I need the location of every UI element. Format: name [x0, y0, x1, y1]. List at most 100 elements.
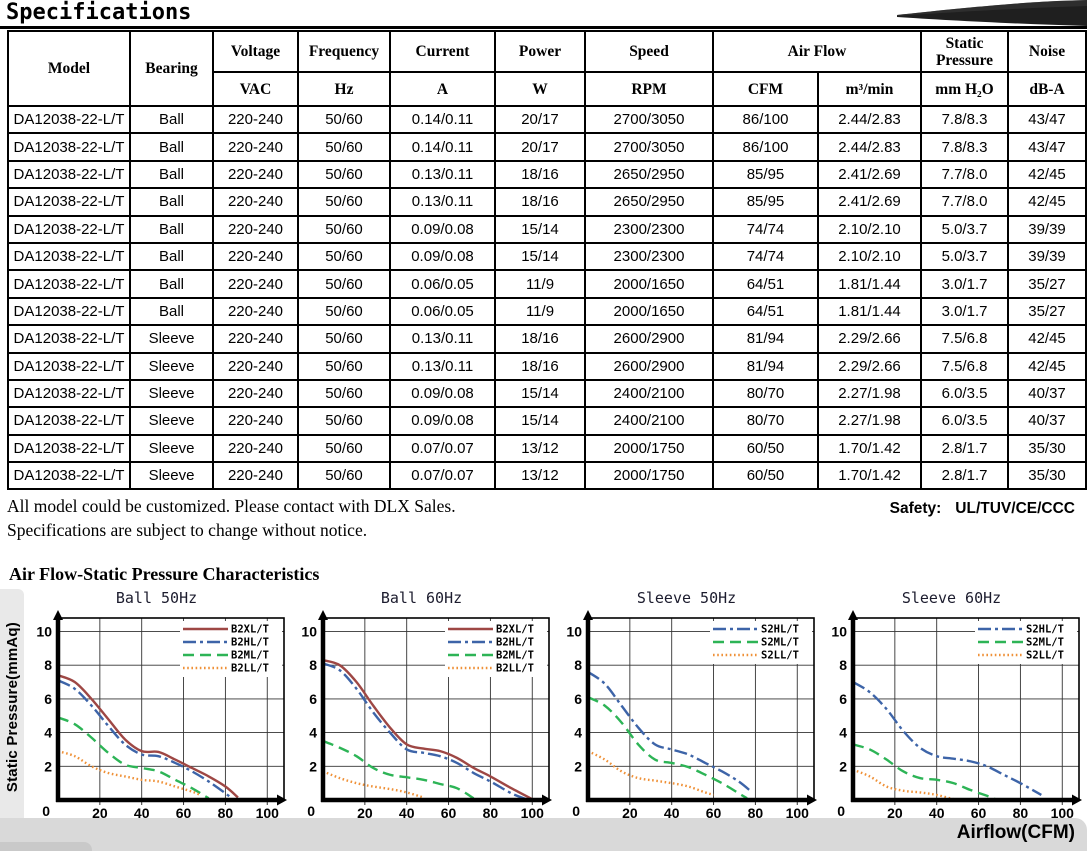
cell-frequency: 50/60	[297, 461, 391, 491]
cell-power: 13/12	[494, 433, 586, 464]
cell-bearing: Sleeve	[129, 406, 214, 436]
svg-text:100: 100	[255, 805, 279, 821]
series-b2ll-t	[322, 770, 424, 800]
column-header-power: Power	[494, 30, 586, 73]
legend-label: B2ML/T	[231, 650, 269, 662]
cell-frequency: 50/60	[297, 214, 391, 244]
cell-cfm: 81/94	[712, 324, 819, 354]
chart-sleeve-50hz: Sleeve 50Hz S2HL/T S2ML/T S2LL/T 2 4 6 8 10 0 20 40…	[554, 589, 819, 824]
charts-strip: Static Pressure(mmAq) Ball 50Hz B2XL/T B2H…	[0, 589, 1087, 825]
cell-frequency: 50/60	[297, 104, 391, 135]
chart-title: Ball 50Hz	[115, 589, 198, 608]
cell-m3min: 2.41/2.69	[816, 159, 923, 190]
svg-text:40: 40	[928, 805, 944, 821]
cell-model: DA12038-22-L/T	[7, 296, 131, 327]
cell-voltage: 220-240	[212, 433, 299, 464]
series-s2ll-t	[852, 769, 954, 801]
cell-voltage: 220-240	[212, 187, 299, 217]
cell-cfm: 86/100	[712, 132, 819, 162]
column-header-bearing: Bearing	[129, 30, 214, 107]
svg-text:80: 80	[217, 805, 233, 821]
svg-text:4: 4	[309, 725, 317, 741]
cell-m3min: 1.81/1.44	[816, 269, 923, 299]
chart-title: Sleeve 60Hz	[901, 589, 1002, 608]
series-s2hl-t	[586, 671, 752, 793]
column-header-speed: Speed	[584, 30, 714, 73]
cell-current: 0.07/0.07	[389, 433, 496, 464]
cell-current: 0.06/0.05	[389, 269, 496, 299]
cell-model: DA12038-22-L/T	[7, 324, 131, 354]
note-line-2: Specifications are subject to change wit…	[7, 520, 368, 541]
cell-current: 0.13/0.11	[389, 324, 496, 354]
cell-model: DA12038-22-L/T	[7, 269, 131, 299]
cell-current: 0.14/0.11	[389, 132, 496, 162]
legend-label: S2LL/T	[1026, 650, 1064, 662]
series-b2ll-t	[57, 750, 201, 797]
cell-cfm: 60/50	[712, 433, 819, 464]
charts-row: Ball 50Hz B2XL/T B2HL/T B2ML/T B2LL/T 2 4 6 8 10 0…	[24, 589, 1087, 824]
svg-text:4: 4	[839, 725, 847, 741]
cell-frequency: 50/60	[297, 433, 391, 464]
cell-cfm: 80/70	[712, 378, 819, 409]
cell-noise: 39/39	[1007, 241, 1087, 272]
svg-text:40: 40	[398, 805, 414, 821]
svg-text:10: 10	[831, 624, 847, 640]
cell-power: 11/9	[494, 296, 586, 327]
svg-text:20: 20	[622, 805, 638, 821]
cell-speed: 2600/2900	[584, 351, 714, 381]
svg-text:60: 60	[970, 805, 986, 821]
svg-text:40: 40	[133, 805, 149, 821]
svg-text:6: 6	[574, 691, 582, 707]
cell-bearing: Ball	[129, 296, 214, 327]
cell-static-pressure: 7.8/8.3	[920, 132, 1010, 162]
cell-voltage: 220-240	[212, 351, 299, 381]
safety-value: UL/TUV/CE/CCC	[955, 500, 1075, 518]
cell-voltage: 220-240	[212, 296, 299, 327]
legend-box	[709, 621, 812, 665]
cell-static-pressure: 6.0/3.5	[920, 378, 1010, 409]
table-row: DA12038-22-L/T Ball 220-240 50/60 0.13/0.11 1…	[7, 159, 1087, 190]
note-line-1: All model could be customized. Please co…	[7, 496, 456, 517]
cell-cfm: 85/95	[712, 159, 819, 190]
cell-noise: 40/37	[1007, 378, 1087, 409]
cell-static-pressure: 7.7/8.0	[920, 159, 1010, 190]
cell-power: 15/14	[494, 241, 586, 272]
cell-frequency: 50/60	[297, 351, 391, 381]
cell-voltage: 220-240	[212, 241, 299, 272]
cell-m3min: 2.10/2.10	[816, 214, 923, 244]
cell-m3min: 2.10/2.10	[816, 241, 923, 272]
unit-current: A	[389, 71, 496, 107]
unit-static-pressure: mm H₂O	[920, 71, 1010, 107]
cell-power: 18/16	[494, 187, 586, 217]
cell-cfm: 85/95	[712, 187, 819, 217]
table-row: DA12038-22-L/T Ball 220-240 50/60 0.09/0.08 1…	[7, 241, 1087, 272]
cell-model: DA12038-22-L/T	[7, 241, 131, 272]
cell-model: DA12038-22-L/T	[7, 187, 131, 217]
cell-speed: 2000/1750	[584, 433, 714, 464]
table-row: DA12038-22-L/T Sleeve 220-240 50/60 0.07/0.0…	[7, 433, 1087, 464]
safety-block: Safety: UL/TUV/CE/CCC	[890, 494, 1079, 518]
svg-text:8: 8	[44, 658, 52, 674]
cell-model: DA12038-22-L/T	[7, 214, 131, 244]
cell-frequency: 50/60	[297, 324, 391, 354]
column-header-frequency: Frequency	[297, 30, 391, 73]
cell-m3min: 2.44/2.83	[816, 132, 923, 162]
cell-frequency: 50/60	[297, 187, 391, 217]
cell-current: 0.07/0.07	[389, 461, 496, 491]
cell-bearing: Ball	[129, 269, 214, 299]
cell-voltage: 220-240	[212, 324, 299, 354]
cell-noise: 43/47	[1007, 104, 1087, 135]
legend-label: B2LL/T	[231, 663, 269, 675]
cell-bearing: Ball	[129, 187, 214, 217]
cell-m3min: 2.27/1.98	[816, 406, 923, 436]
bottom-bar: Airflow(CFM)	[0, 818, 1087, 851]
cell-cfm: 86/100	[712, 104, 819, 135]
svg-text:4: 4	[574, 725, 582, 741]
column-header-voltage: Voltage	[212, 30, 299, 73]
table-row: DA12038-22-L/T Sleeve 220-240 50/60 0.13/0.1…	[7, 324, 1087, 354]
cell-frequency: 50/60	[297, 241, 391, 272]
svg-text:10: 10	[36, 624, 52, 640]
cell-frequency: 50/60	[297, 406, 391, 436]
cell-noise: 35/27	[1007, 296, 1087, 327]
